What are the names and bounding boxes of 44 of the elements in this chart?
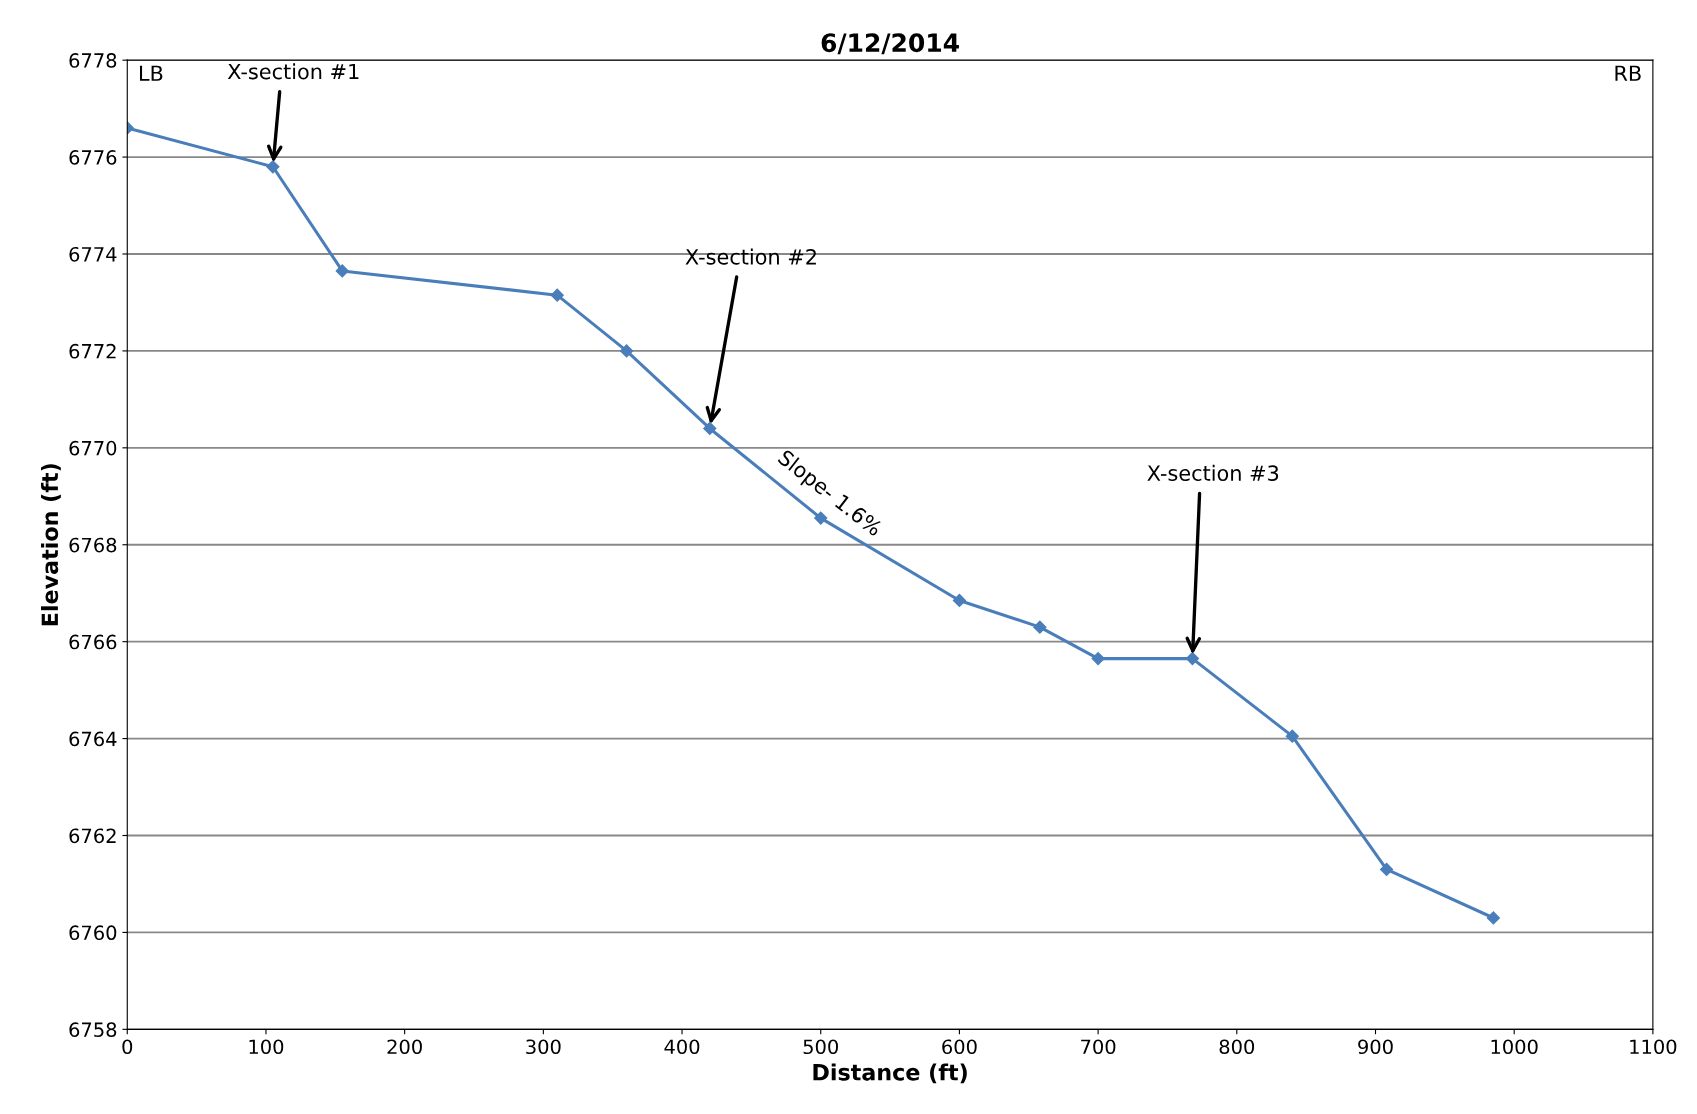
point [550, 288, 564, 302]
x-tick-label: 1100 [1630, 1039, 1677, 1055]
x-tick-label: 900 [1358, 1039, 1393, 1055]
point [266, 160, 280, 174]
x-tick-label: 700 [1081, 1039, 1116, 1055]
point [1091, 652, 1105, 666]
annotation: RB [1615, 65, 1641, 81]
y-tick-label: 6758 [69, 1022, 117, 1037]
x-tick-label: 500 [803, 1039, 838, 1055]
y-axis-title: Elevation (ft) [41, 464, 61, 626]
annotation: X-section #2 [685, 248, 816, 265]
point [619, 344, 634, 358]
y-tick-label: 6760 [69, 925, 117, 941]
chart-title: 6/12/2014 [821, 33, 959, 55]
x-tick-label: 600 [942, 1039, 977, 1055]
y-tick-label: 6764 [69, 731, 117, 747]
point [1033, 620, 1047, 634]
y-tick-label: 6762 [69, 828, 116, 844]
y-tick-label: 6774 [69, 246, 117, 262]
x-tick-label: 200 [387, 1039, 422, 1055]
annotation: X-section #3 [1147, 464, 1279, 481]
point [1380, 862, 1394, 877]
x-tick-label: 1000 [1491, 1039, 1538, 1055]
x-tick-label: 0 [122, 1039, 133, 1055]
y-tick-label: 6778 [69, 53, 117, 68]
point [952, 593, 967, 608]
y-tick-label: 6776 [69, 150, 117, 165]
y-tick-label: 6766 [69, 634, 117, 650]
y-tick-label: 6772 [69, 343, 116, 359]
point [814, 511, 828, 525]
x-tick-label: 300 [526, 1039, 561, 1055]
point [1185, 652, 1200, 666]
y-tick-label: 6770 [69, 440, 117, 456]
point [703, 421, 717, 436]
x-tick-label: 100 [249, 1039, 284, 1055]
x-axis-title: Distance (ft) [813, 1063, 967, 1084]
y-tick-label: 6768 [69, 537, 117, 553]
point [335, 264, 349, 278]
annotation: X-section #1 [227, 63, 359, 80]
annotation: LB [140, 65, 163, 81]
point [1285, 729, 1299, 743]
x-tick-label: 400 [664, 1039, 700, 1055]
x-tick-label: 800 [1219, 1039, 1255, 1055]
point [1486, 911, 1500, 925]
